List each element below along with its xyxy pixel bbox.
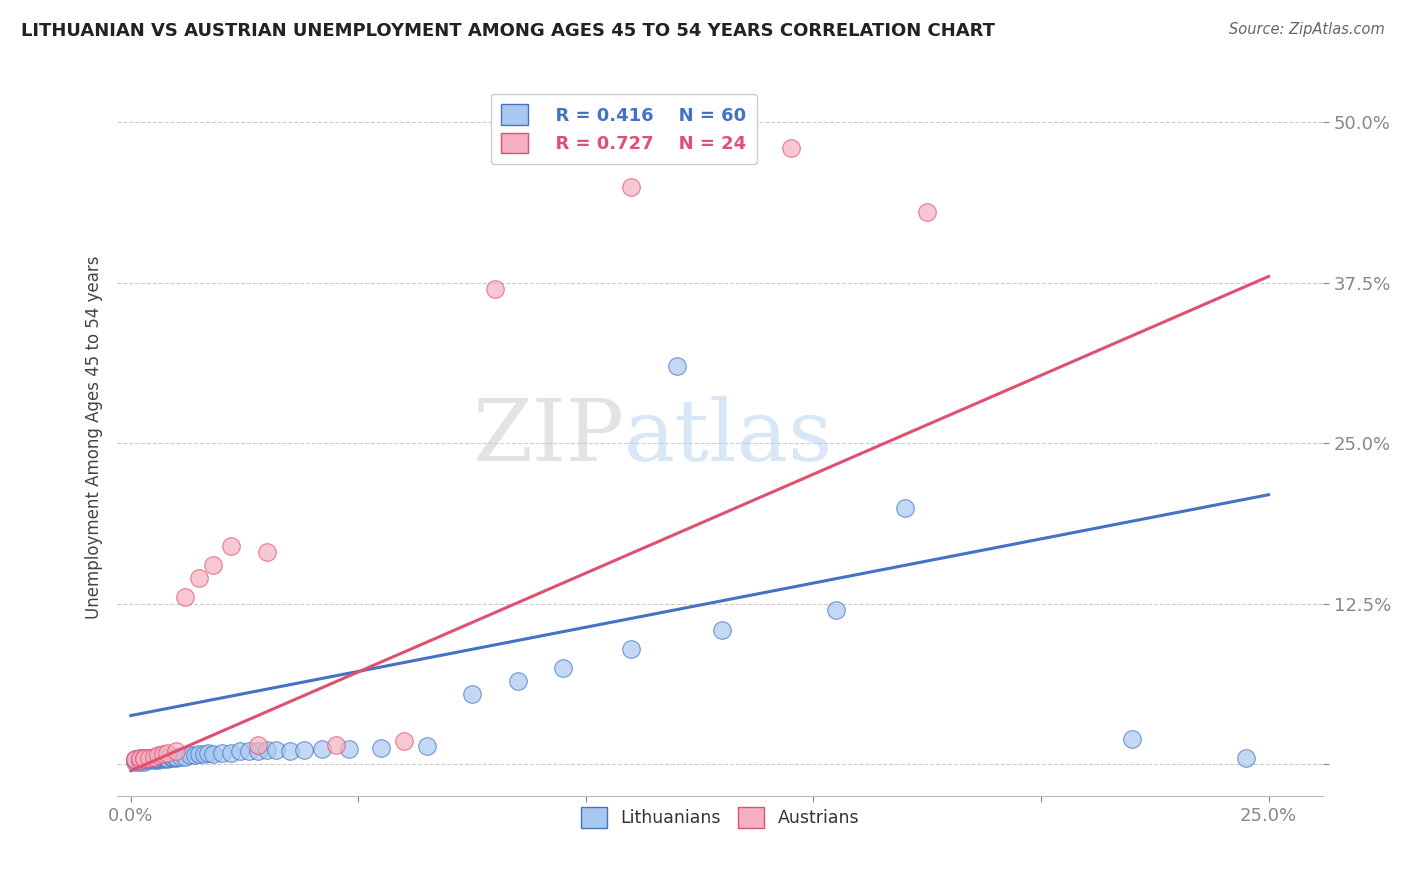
Point xyxy=(134,751,156,765)
Point xyxy=(138,754,160,768)
Point xyxy=(142,752,165,766)
Point xyxy=(825,603,848,617)
Point xyxy=(1121,731,1143,746)
Point xyxy=(179,748,201,763)
Point xyxy=(247,738,270,752)
Point xyxy=(152,751,174,765)
Point xyxy=(711,623,734,637)
Point xyxy=(620,641,643,656)
Point xyxy=(165,751,187,765)
Point xyxy=(506,673,529,688)
Text: LITHUANIAN VS AUSTRIAN UNEMPLOYMENT AMONG AGES 45 TO 54 YEARS CORRELATION CHART: LITHUANIAN VS AUSTRIAN UNEMPLOYMENT AMON… xyxy=(21,22,995,40)
Point xyxy=(893,500,915,515)
Point xyxy=(311,742,333,756)
Point xyxy=(392,734,415,748)
Point xyxy=(160,751,183,765)
Point xyxy=(134,755,156,769)
Point xyxy=(129,754,152,768)
Point xyxy=(229,744,252,758)
Point xyxy=(238,744,260,758)
Point xyxy=(183,748,205,763)
Point xyxy=(256,545,278,559)
Point xyxy=(292,743,315,757)
Point xyxy=(134,752,156,766)
Point xyxy=(170,749,193,764)
Point xyxy=(152,752,174,766)
Point xyxy=(124,755,146,769)
Point xyxy=(138,751,160,765)
Point xyxy=(129,751,152,765)
Point xyxy=(665,359,688,374)
Point xyxy=(134,754,156,768)
Text: ZIP: ZIP xyxy=(472,395,624,478)
Point xyxy=(146,754,169,768)
Point xyxy=(219,539,242,553)
Point xyxy=(201,558,224,573)
Point xyxy=(197,746,219,760)
Point xyxy=(620,179,643,194)
Point xyxy=(129,754,152,768)
Point xyxy=(146,752,169,766)
Point xyxy=(211,746,233,760)
Y-axis label: Unemployment Among Ages 45 to 54 years: Unemployment Among Ages 45 to 54 years xyxy=(86,255,103,619)
Point xyxy=(219,746,242,760)
Point xyxy=(266,743,288,757)
Point xyxy=(174,749,197,764)
Point xyxy=(152,747,174,761)
Point xyxy=(415,739,437,754)
Point xyxy=(138,751,160,765)
Point xyxy=(124,754,146,768)
Point xyxy=(129,751,152,765)
Point xyxy=(138,752,160,766)
Point xyxy=(156,751,179,765)
Point xyxy=(129,752,152,766)
Point xyxy=(325,738,347,752)
Point xyxy=(160,749,183,764)
Point xyxy=(193,747,215,761)
Point xyxy=(247,744,270,758)
Text: Source: ZipAtlas.com: Source: ZipAtlas.com xyxy=(1229,22,1385,37)
Point xyxy=(124,752,146,766)
Point xyxy=(1234,751,1257,765)
Text: atlas: atlas xyxy=(624,395,832,478)
Point xyxy=(152,749,174,764)
Point xyxy=(165,744,187,758)
Point xyxy=(134,751,156,765)
Point xyxy=(142,754,165,768)
Point xyxy=(256,743,278,757)
Point xyxy=(146,751,169,765)
Point xyxy=(156,746,179,760)
Point xyxy=(142,751,165,765)
Point xyxy=(278,744,301,758)
Point xyxy=(484,282,506,296)
Point xyxy=(337,742,360,756)
Point xyxy=(146,748,169,763)
Point xyxy=(156,752,179,766)
Point xyxy=(201,747,224,761)
Point xyxy=(142,749,165,764)
Point xyxy=(134,752,156,766)
Point xyxy=(188,747,211,761)
Point xyxy=(124,754,146,768)
Point xyxy=(129,755,152,769)
Point xyxy=(174,591,197,605)
Point xyxy=(165,749,187,764)
Point xyxy=(124,752,146,766)
Point xyxy=(370,740,392,755)
Legend: Lithuanians, Austrians: Lithuanians, Austrians xyxy=(574,800,868,835)
Point xyxy=(779,141,801,155)
Point xyxy=(188,571,211,585)
Point xyxy=(553,661,575,675)
Point xyxy=(461,687,484,701)
Point xyxy=(917,205,939,219)
